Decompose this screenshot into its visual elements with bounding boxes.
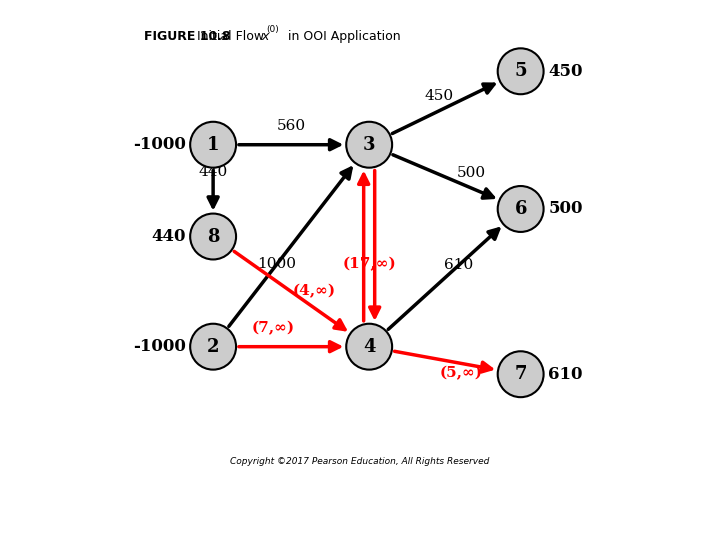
Text: (7,∞): (7,∞) — [251, 321, 294, 335]
Text: Optimization in Operations Research, 2e
Ronald L. Rardin: Optimization in Operations Research, 2e … — [158, 502, 341, 524]
Text: 500: 500 — [457, 166, 486, 180]
Text: 450: 450 — [424, 89, 454, 103]
Text: (4,∞): (4,∞) — [292, 284, 336, 298]
Text: x: x — [261, 30, 269, 43]
Circle shape — [190, 324, 236, 369]
Text: 7: 7 — [514, 365, 527, 383]
Text: 610: 610 — [444, 259, 473, 273]
Circle shape — [346, 324, 392, 369]
Text: 440: 440 — [199, 165, 228, 179]
Text: (17,∞): (17,∞) — [342, 257, 396, 271]
Text: ALWAYS LEARNING: ALWAYS LEARNING — [14, 508, 125, 518]
Text: FIGURE 10.8: FIGURE 10.8 — [144, 30, 231, 43]
Text: in OOI Application: in OOI Application — [284, 30, 401, 43]
Text: -1000: -1000 — [132, 338, 186, 355]
Text: 3: 3 — [363, 136, 375, 154]
Text: 1000: 1000 — [258, 257, 297, 271]
Text: Copyright © 2017, 1998 by Pearson Education, Inc.
All Rights Reserved: Copyright © 2017, 1998 by Pearson Educat… — [446, 502, 680, 524]
Text: 5: 5 — [514, 62, 527, 80]
Text: Initial Flow: Initial Flow — [197, 30, 268, 43]
Circle shape — [346, 122, 392, 167]
Text: 1: 1 — [207, 136, 220, 154]
Circle shape — [498, 186, 544, 232]
Text: 6: 6 — [514, 200, 527, 218]
Text: PEARSON: PEARSON — [594, 503, 698, 523]
Text: 500: 500 — [548, 200, 582, 218]
Text: -1000: -1000 — [132, 136, 186, 153]
Text: 4: 4 — [363, 338, 375, 356]
Text: 2: 2 — [207, 338, 220, 356]
Circle shape — [190, 122, 236, 167]
Text: 440: 440 — [151, 228, 186, 245]
Circle shape — [498, 352, 544, 397]
Text: 8: 8 — [207, 227, 220, 246]
Circle shape — [498, 49, 544, 94]
Text: 610: 610 — [548, 366, 582, 383]
Text: 560: 560 — [276, 119, 306, 133]
Text: 450: 450 — [548, 63, 582, 80]
Text: (5,∞): (5,∞) — [440, 366, 483, 380]
Text: Copyright ©2017 Pearson Education, All Rights Reserved: Copyright ©2017 Pearson Education, All R… — [230, 457, 490, 466]
Text: (0): (0) — [266, 25, 279, 35]
Circle shape — [190, 214, 236, 260]
